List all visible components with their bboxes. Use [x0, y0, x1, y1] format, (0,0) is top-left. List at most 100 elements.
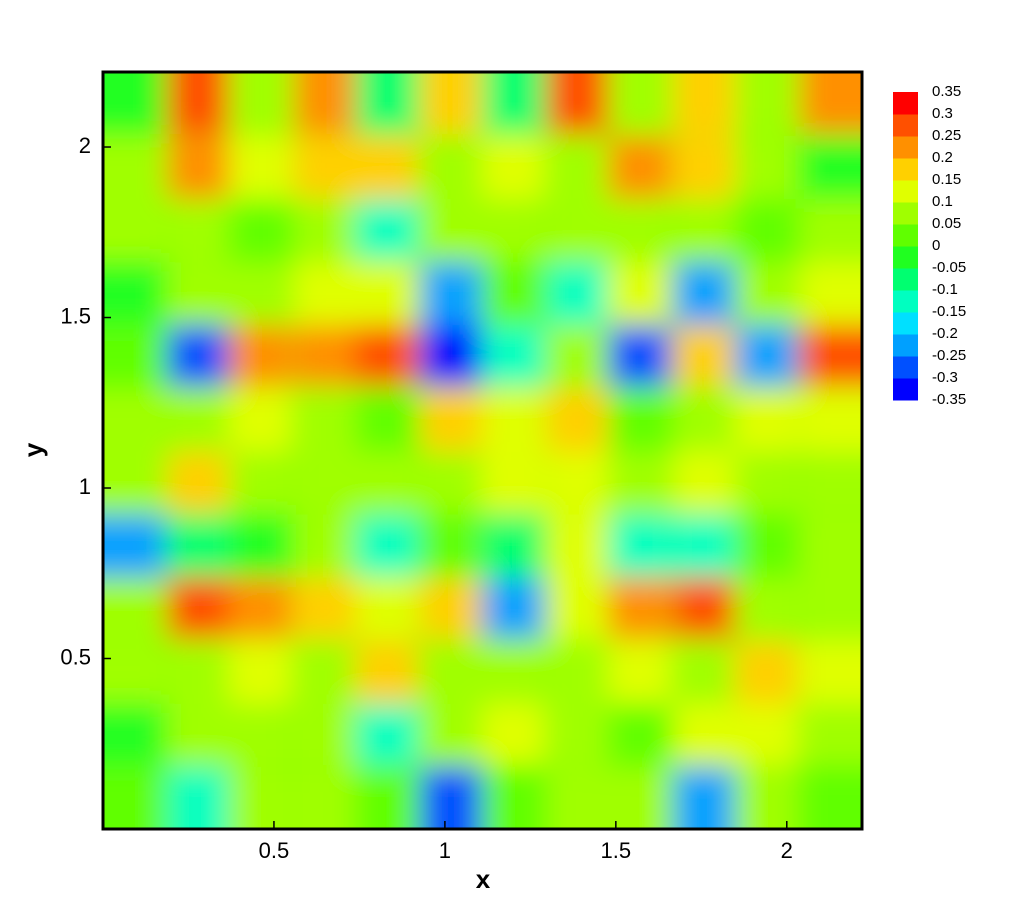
- contour-cell: [355, 449, 419, 513]
- colorbar-band: [893, 114, 918, 137]
- contour-cell: [734, 640, 798, 704]
- contour-cell: [103, 575, 166, 639]
- colorbar-label: -0.1: [932, 281, 958, 298]
- contour-cell: [673, 701, 737, 766]
- contour-cell: [103, 72, 166, 135]
- contour-cell: [673, 72, 737, 135]
- contour-cell: [293, 388, 357, 452]
- contour-cell: [608, 323, 672, 387]
- contour-cell: [546, 197, 610, 261]
- contour-cell: [228, 262, 292, 326]
- colorbar-band: [893, 356, 918, 379]
- colorbar-label: -0.2: [932, 325, 958, 342]
- contour-cell: [608, 701, 672, 766]
- contour-cell: [481, 701, 545, 766]
- colorbar-band: [893, 268, 918, 291]
- contour-cell: [167, 575, 231, 639]
- contour-cell: [546, 262, 610, 326]
- contour-cell: [103, 640, 166, 704]
- contour-cell: [228, 575, 292, 639]
- contour-cell: [420, 575, 484, 639]
- contour-cell: [799, 701, 862, 766]
- contour-cell: [734, 701, 798, 766]
- colorbar-label: -0.35: [932, 391, 966, 408]
- contour-cell: [420, 766, 484, 829]
- y-tick-label: 0.5: [60, 644, 91, 669]
- contour-cell: [355, 197, 419, 261]
- contour-cells: [103, 72, 862, 829]
- contour-cell: [293, 262, 357, 326]
- contour-cell: [355, 514, 419, 578]
- contour-cell: [293, 135, 357, 200]
- colorbar-band: [893, 378, 918, 401]
- contour-cell: [355, 135, 419, 200]
- contour-cell: [355, 323, 419, 387]
- contour-cell: [734, 323, 798, 387]
- y-axis-label: y: [18, 442, 48, 457]
- contour-cell: [420, 640, 484, 704]
- contour-cell: [167, 262, 231, 326]
- contour-cell: [293, 323, 357, 387]
- contour-cell: [673, 449, 737, 513]
- contour-cell: [103, 323, 166, 387]
- contour-cell: [799, 197, 862, 261]
- contour-cell: [608, 197, 672, 261]
- contour-cell: [167, 197, 231, 261]
- colorbar-label: -0.3: [932, 369, 958, 386]
- contour-cell: [103, 701, 166, 766]
- contour-cell: [608, 262, 672, 326]
- x-tick-label: 1.5: [601, 838, 632, 863]
- contour-cell: [355, 766, 419, 829]
- contour-cell: [228, 701, 292, 766]
- contour-cell: [608, 388, 672, 452]
- contour-cell: [734, 514, 798, 578]
- contour-cell: [167, 514, 231, 578]
- contour-cell: [673, 575, 737, 639]
- plot-frame: [101, 70, 864, 831]
- colorbar-label: 0.1: [932, 193, 953, 210]
- contour-cell: [546, 388, 610, 452]
- contour-cell: [228, 640, 292, 704]
- axes: 0.5 1 1.5 2 0.5 1 1.5 2: [60, 70, 864, 863]
- colorbar-band: [893, 136, 918, 159]
- contour-cell: [481, 262, 545, 326]
- contour-cell: [799, 575, 862, 639]
- contour-cell: [293, 514, 357, 578]
- contour-cell: [734, 197, 798, 261]
- colorbar-band: [893, 246, 918, 269]
- contour-cell: [103, 135, 166, 200]
- contour-cell: [420, 197, 484, 261]
- contour-cell: [420, 323, 484, 387]
- contour-cell: [799, 262, 862, 326]
- contour-cell: [167, 72, 231, 135]
- contour-cell: [546, 766, 610, 829]
- contour-cell: [673, 135, 737, 200]
- contour-cell: [481, 514, 545, 578]
- contour-cell: [546, 640, 610, 704]
- contour-cell: [734, 388, 798, 452]
- contour-cell: [546, 514, 610, 578]
- contour-cell: [228, 388, 292, 452]
- contour-cell: [420, 135, 484, 200]
- contour-cell: [420, 262, 484, 326]
- colorbar-label: -0.05: [932, 259, 966, 276]
- contour-cell: [167, 449, 231, 513]
- contour-cell: [167, 323, 231, 387]
- contour-cell: [546, 701, 610, 766]
- contour-cell: [103, 262, 166, 326]
- contour-cell: [167, 640, 231, 704]
- contour-cell: [293, 640, 357, 704]
- contour-cell: [420, 72, 484, 135]
- contour-cell: [673, 388, 737, 452]
- colorbar-label: -0.15: [932, 303, 966, 320]
- contour-cell: [355, 72, 419, 135]
- contour-cell: [355, 640, 419, 704]
- x-tick-label: 1: [439, 838, 451, 863]
- contour-cell: [673, 197, 737, 261]
- contour-cell: [734, 766, 798, 829]
- contour-cell: [799, 514, 862, 578]
- y-tick-label: 2: [79, 133, 91, 158]
- colorbar-band: [893, 224, 918, 247]
- x-axis-label: x: [476, 864, 491, 894]
